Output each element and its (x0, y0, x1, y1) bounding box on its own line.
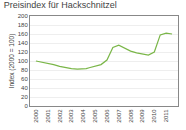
svg-text:2006: 2006 (104, 109, 110, 123)
svg-text:100: 100 (18, 58, 29, 64)
svg-text:180: 180 (18, 22, 29, 28)
svg-text:120: 120 (18, 49, 29, 55)
svg-text:2008: 2008 (128, 109, 134, 123)
svg-text:Index (2000 = 100): Index (2000 = 100) (8, 34, 16, 89)
svg-text:2001: 2001 (45, 109, 51, 123)
svg-text:2007: 2007 (116, 109, 122, 123)
svg-text:2009: 2009 (139, 109, 145, 123)
svg-text:2010: 2010 (151, 109, 157, 123)
svg-text:2000: 2000 (33, 109, 39, 123)
svg-text:2005: 2005 (92, 109, 98, 123)
svg-text:160: 160 (18, 31, 29, 37)
svg-text:2004: 2004 (80, 109, 86, 123)
svg-text:2011: 2011 (163, 109, 169, 123)
svg-text:0: 0 (24, 103, 28, 109)
svg-text:200: 200 (18, 13, 29, 19)
svg-text:Preisindex für Hackschnitzel: Preisindex für Hackschnitzel (4, 0, 117, 10)
svg-text:80: 80 (21, 67, 28, 73)
svg-text:2002: 2002 (57, 109, 63, 123)
svg-text:60: 60 (21, 76, 28, 82)
svg-text:20: 20 (21, 94, 28, 100)
svg-text:2003: 2003 (68, 109, 74, 123)
svg-text:40: 40 (21, 85, 28, 91)
svg-text:140: 140 (18, 40, 29, 46)
